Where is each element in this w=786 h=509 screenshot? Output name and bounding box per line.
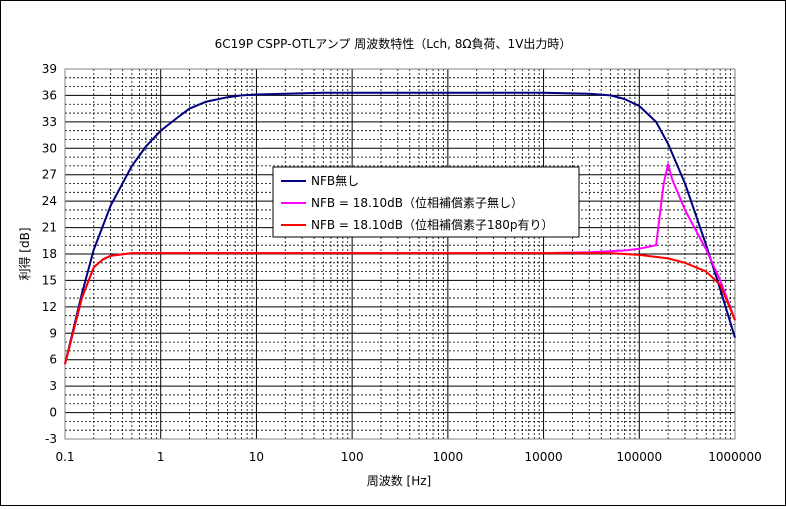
y-axis-label: 利得 [dB] — [17, 227, 32, 280]
y-tick-label: 3 — [49, 379, 57, 393]
y-tick-label: 9 — [49, 326, 57, 340]
x-tick-label: 1 — [157, 450, 165, 464]
legend-label-3: NFB = 18.10dB（位相補償素子180p有り） — [311, 217, 554, 232]
legend: NFB無し NFB = 18.10dB（位相補償素子無し） NFB = 18.10d… — [272, 166, 580, 238]
series-line-3 — [64, 252, 736, 365]
legend-label-2: NFB = 18.10dB（位相補償素子無し） — [311, 195, 523, 210]
x-tick-labels: 0.1 1 10 100 1000 10000 100000 1000000 — [55, 450, 761, 464]
series-lines — [64, 91, 736, 365]
y-tick-label: 24 — [42, 194, 57, 208]
y-tick-label: 21 — [42, 221, 57, 235]
plot-border — [64, 68, 736, 440]
x-tick-label: 1000000 — [708, 450, 761, 464]
y-tick-label: -3 — [45, 432, 57, 446]
y-tick-label: 33 — [42, 115, 57, 129]
legend-label-1: NFB無し — [311, 173, 359, 188]
y-tick-label: 15 — [42, 273, 57, 287]
y-tick-label: 27 — [42, 168, 57, 182]
y-tick-label: 0 — [49, 406, 57, 420]
legend-box — [272, 166, 580, 238]
y-tick-label: 6 — [49, 353, 57, 367]
series-line-1 — [64, 91, 736, 365]
x-tick-label: 0.1 — [55, 450, 74, 464]
x-axis-label: 周波数 [Hz] — [367, 473, 432, 488]
y-tick-label: 30 — [42, 141, 57, 155]
y-tick-label: 39 — [42, 62, 57, 76]
y-tick-label: 12 — [42, 300, 57, 314]
x-tick-label: 100000 — [616, 450, 662, 464]
y-tick-label: 18 — [42, 247, 57, 261]
x-tick-label: 10 — [249, 450, 264, 464]
x-tick-label: 10000 — [524, 450, 562, 464]
x-tick-label: 1000 — [433, 450, 464, 464]
x-tick-label: 100 — [341, 450, 364, 464]
y-tick-label: 36 — [42, 88, 57, 102]
chart-title: 6C19P CSPP-OTLアンプ 周波数特性（Lch, 8Ω負荷、1V出力時） — [215, 36, 572, 51]
